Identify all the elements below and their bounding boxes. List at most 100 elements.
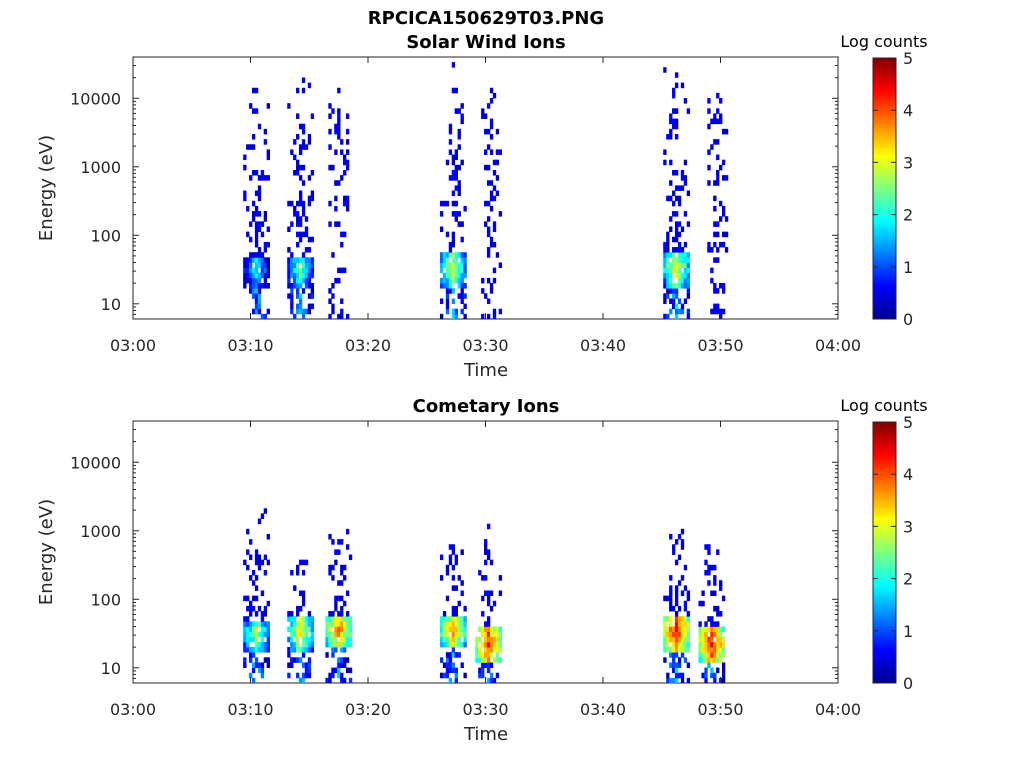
heatmap-cell bbox=[340, 611, 344, 617]
heatmap-cell bbox=[337, 667, 341, 674]
heatmap-cell bbox=[701, 657, 705, 663]
heatmap-cell bbox=[304, 267, 309, 274]
heatmap-cell bbox=[343, 195, 347, 202]
heatmap-cell bbox=[249, 252, 253, 258]
heatmap-cell bbox=[296, 159, 300, 166]
heatmap-cell bbox=[713, 308, 717, 315]
heatmap-cell bbox=[260, 262, 265, 269]
heatmap-cell bbox=[257, 605, 262, 612]
heatmap-cell bbox=[343, 626, 347, 633]
heatmap-cell bbox=[669, 226, 673, 233]
heatmap-cell bbox=[254, 226, 259, 233]
heatmap-cell bbox=[454, 216, 458, 222]
y-tick-label: 100 bbox=[90, 226, 121, 245]
heatmap-cell bbox=[680, 672, 685, 679]
heatmap-cell bbox=[719, 98, 723, 104]
heatmap-cell bbox=[301, 262, 306, 269]
heatmap-cell bbox=[345, 657, 350, 663]
heatmap-cell bbox=[445, 667, 450, 674]
heatmap-cell bbox=[721, 636, 726, 643]
heatmap-cell bbox=[672, 257, 676, 263]
heatmap-cell bbox=[475, 641, 479, 648]
heatmap-cell bbox=[721, 667, 726, 674]
heatmap-cell bbox=[666, 247, 670, 253]
heatmap-cell bbox=[304, 626, 309, 633]
heatmap-cell bbox=[254, 621, 259, 627]
heatmap-cell bbox=[249, 575, 253, 581]
heatmap-cell bbox=[266, 641, 270, 648]
heatmap-cell bbox=[337, 595, 341, 602]
heatmap-cell bbox=[328, 569, 332, 576]
x-axis-label: Time bbox=[463, 360, 508, 381]
heatmap-cell bbox=[669, 180, 673, 186]
heatmap-cell bbox=[721, 288, 726, 294]
heatmap-cell bbox=[348, 616, 353, 622]
heatmap-cell bbox=[495, 652, 500, 658]
heatmap-cell bbox=[249, 257, 253, 263]
heatmap-cell bbox=[492, 169, 497, 176]
heatmap-cell bbox=[454, 272, 458, 279]
heatmap-cell bbox=[260, 231, 265, 238]
heatmap-cell bbox=[298, 231, 303, 238]
heatmap-cell bbox=[701, 636, 705, 643]
heatmap-cell bbox=[683, 175, 688, 181]
heatmap-cell bbox=[304, 216, 309, 222]
heatmap-cell bbox=[719, 113, 723, 119]
heatmap-cell bbox=[310, 236, 315, 243]
heatmap-cell bbox=[304, 667, 309, 674]
heatmap-cell bbox=[345, 631, 350, 638]
colorbar-tick-label: 4 bbox=[903, 465, 913, 484]
heatmap-cell bbox=[484, 621, 488, 627]
heatmap-cell bbox=[698, 641, 702, 648]
heatmap-cell bbox=[489, 180, 494, 186]
heatmap-cell bbox=[442, 621, 447, 627]
heatmap-cell bbox=[674, 595, 679, 602]
heatmap-cell bbox=[674, 123, 679, 130]
heatmap-cell bbox=[343, 564, 347, 571]
heatmap-cell bbox=[451, 575, 456, 581]
heatmap-cell bbox=[249, 267, 253, 274]
heatmap-cell bbox=[301, 652, 306, 658]
heatmap-cell bbox=[486, 647, 491, 653]
heatmap-cell bbox=[290, 308, 294, 315]
heatmap-cell bbox=[340, 149, 344, 155]
heatmap-cell bbox=[701, 672, 705, 679]
heatmap-cell bbox=[677, 662, 682, 668]
heatmap-cell bbox=[454, 169, 458, 176]
heatmap-cell bbox=[451, 647, 456, 653]
heatmap-cell bbox=[445, 272, 450, 279]
heatmap-cell bbox=[249, 626, 253, 633]
heatmap-cell bbox=[674, 169, 679, 176]
heatmap-cell bbox=[304, 647, 309, 653]
heatmap-cell bbox=[298, 200, 303, 207]
heatmap-cell bbox=[254, 87, 259, 94]
heatmap-cell bbox=[254, 595, 259, 602]
heatmap-cell bbox=[704, 544, 708, 550]
heatmap-cell bbox=[674, 134, 679, 140]
heatmap-cell bbox=[290, 631, 294, 638]
heatmap-cell bbox=[334, 605, 338, 612]
heatmap-cell bbox=[677, 657, 682, 663]
heatmap-cell bbox=[266, 262, 270, 269]
heatmap-cell bbox=[721, 677, 726, 683]
heatmap-cell bbox=[251, 667, 256, 674]
heatmap-cell bbox=[460, 262, 464, 269]
heatmap-cell bbox=[293, 631, 297, 638]
heatmap-cell bbox=[680, 616, 685, 622]
heatmap-cell bbox=[296, 672, 300, 679]
heatmap-cell bbox=[257, 175, 262, 181]
figure-title: RPCICA150629T03.PNG bbox=[368, 8, 604, 29]
heatmap-cell bbox=[296, 272, 300, 279]
heatmap-cell bbox=[713, 257, 717, 263]
heatmap-cell bbox=[666, 672, 670, 679]
heatmap-cell bbox=[666, 195, 670, 202]
heatmap-cell bbox=[495, 647, 500, 653]
heatmap-cell bbox=[498, 308, 503, 315]
heatmap-cell bbox=[701, 647, 705, 653]
heatmap-cell bbox=[707, 180, 711, 186]
colorbar-tick-label: 3 bbox=[903, 153, 913, 172]
heatmap-cell bbox=[334, 595, 338, 602]
heatmap-cell bbox=[331, 641, 335, 648]
heatmap-cell bbox=[492, 600, 497, 607]
heatmap-cell bbox=[672, 626, 676, 633]
